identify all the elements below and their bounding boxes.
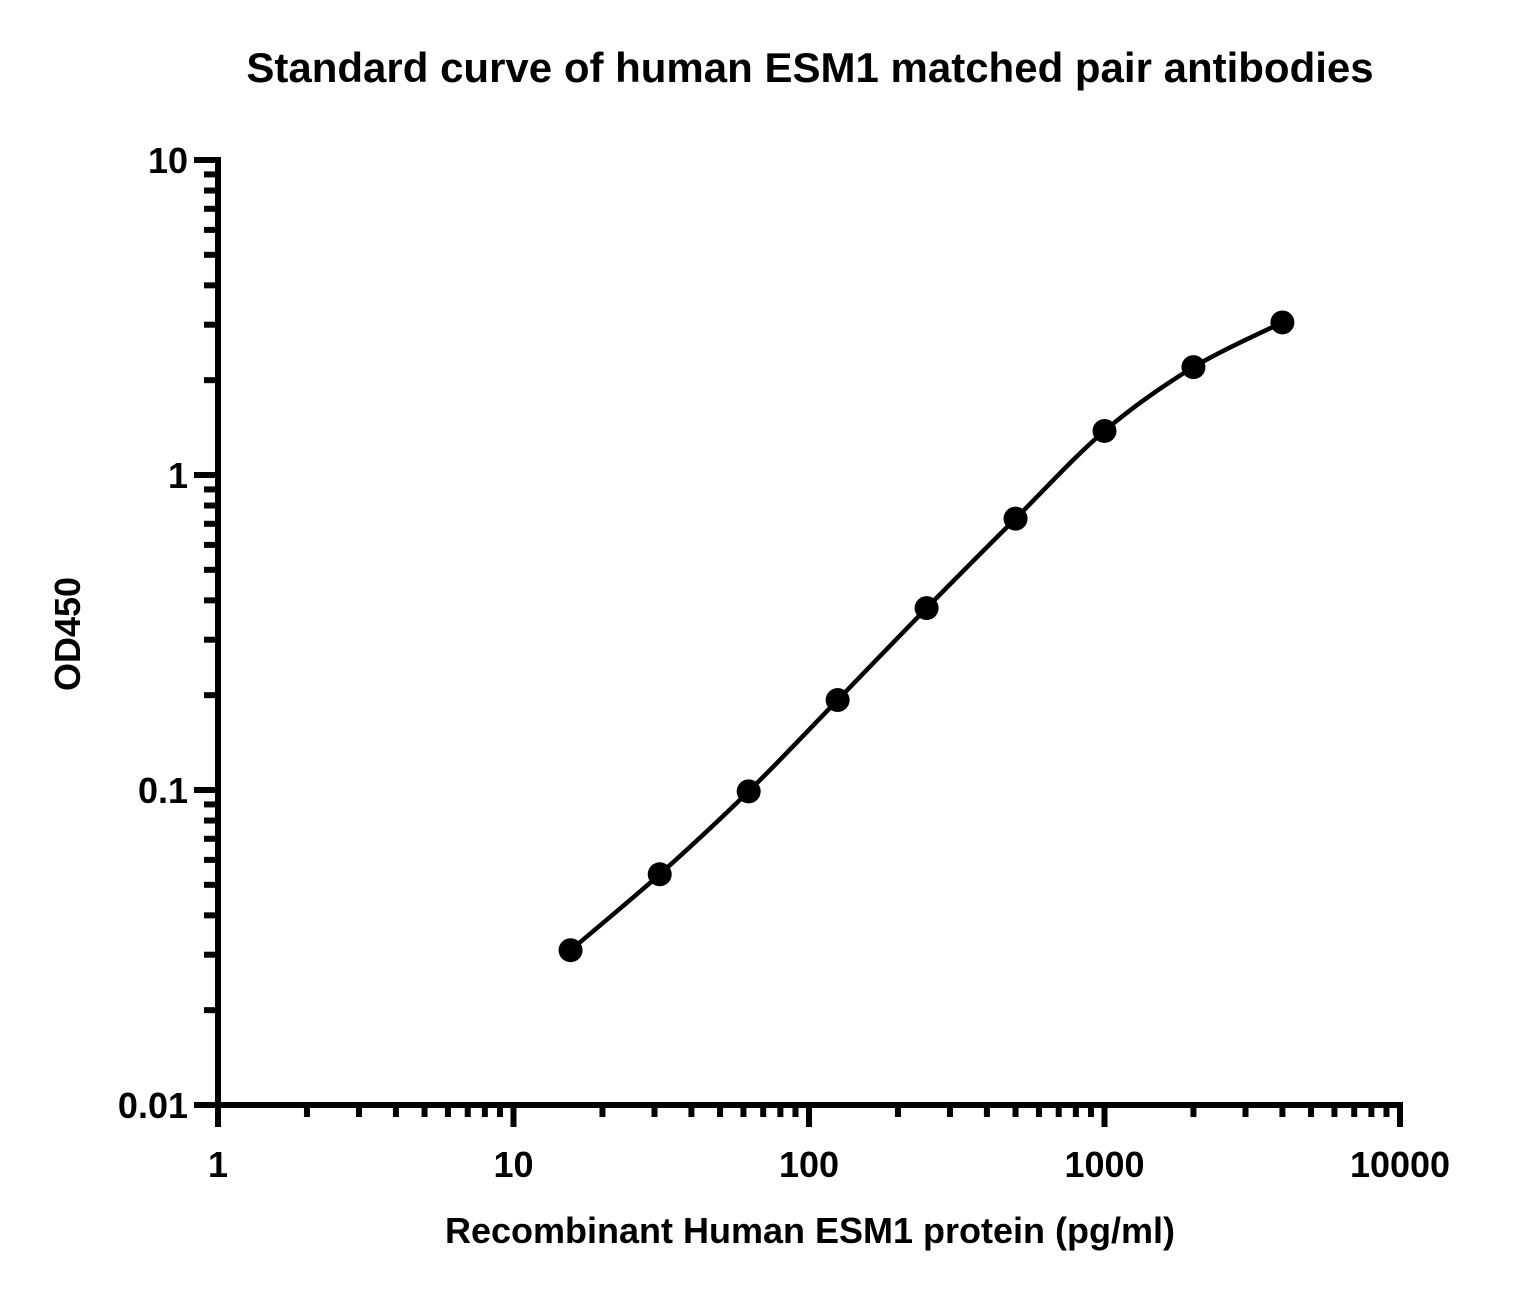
y-tick-label: 0.1 bbox=[138, 770, 188, 811]
data-point bbox=[1270, 310, 1295, 335]
y-tick-label: 0.01 bbox=[118, 1085, 188, 1126]
chart-title: Standard curve of human ESM1 matched pai… bbox=[246, 44, 1374, 91]
data-point bbox=[558, 938, 583, 963]
data-point bbox=[736, 779, 761, 804]
data-point bbox=[1003, 506, 1028, 531]
x-tick-label: 100 bbox=[779, 1144, 839, 1185]
data-point bbox=[1181, 355, 1206, 380]
fit-curve-line bbox=[569, 320, 1284, 952]
x-tick-label: 10 bbox=[493, 1144, 533, 1185]
data-point bbox=[914, 596, 939, 621]
data-point bbox=[647, 862, 672, 887]
data-point bbox=[1092, 418, 1117, 443]
y-tick-label: 1 bbox=[168, 455, 188, 496]
x-tick-label: 1 bbox=[208, 1144, 228, 1185]
data-point bbox=[825, 688, 850, 713]
x-axis-label: Recombinant Human ESM1 protein (pg/ml) bbox=[444, 1210, 1176, 1251]
x-tick-label: 1000 bbox=[1064, 1144, 1144, 1185]
x-tick-label: 10000 bbox=[1350, 1144, 1450, 1185]
y-tick-label: 10 bbox=[148, 140, 188, 181]
y-axis-label: OD450 bbox=[47, 576, 88, 692]
